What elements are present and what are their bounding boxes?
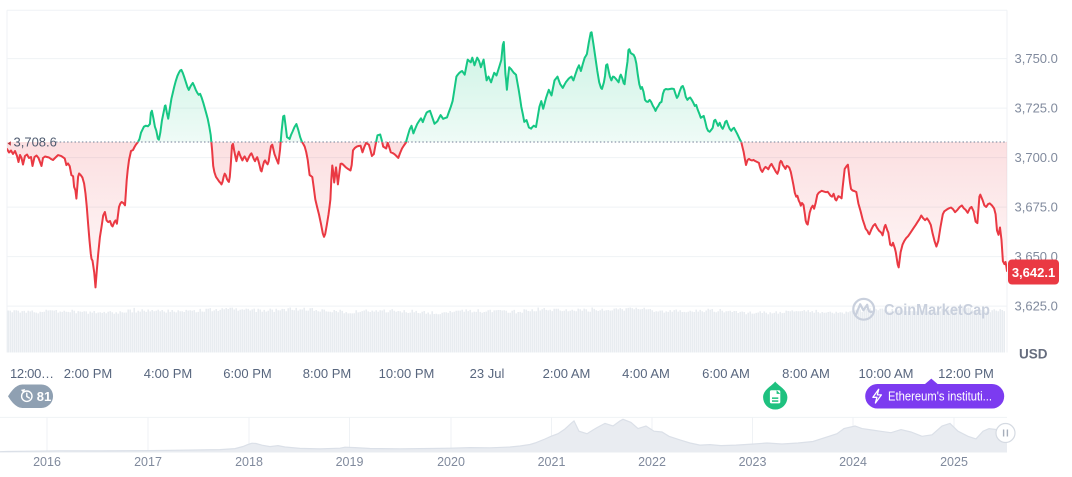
svg-text:8:00 PM: 8:00 PM (303, 366, 351, 381)
svg-text:2022: 2022 (638, 455, 666, 469)
svg-text:8:00 AM: 8:00 AM (782, 366, 830, 381)
svg-text:2025: 2025 (940, 455, 968, 469)
svg-text:CoinMarketCap: CoinMarketCap (884, 302, 990, 319)
svg-text:2019: 2019 (336, 455, 364, 469)
svg-text:2021: 2021 (538, 455, 566, 469)
svg-text:12:00…: 12:00… (10, 366, 54, 381)
svg-text:3,708.6: 3,708.6 (14, 135, 57, 150)
svg-text:USD: USD (1019, 347, 1048, 362)
svg-text:81: 81 (37, 389, 51, 404)
svg-text:6:00 AM: 6:00 AM (702, 366, 750, 381)
svg-text:2023: 2023 (739, 455, 767, 469)
svg-text:2:00 PM: 2:00 PM (64, 366, 112, 381)
svg-text:10:00 PM: 10:00 PM (379, 366, 435, 381)
svg-text:23 Jul: 23 Jul (470, 366, 505, 381)
svg-text:3,750.0: 3,750.0 (1015, 51, 1058, 66)
svg-text:3,642.1: 3,642.1 (1012, 265, 1055, 280)
svg-text:2024: 2024 (839, 455, 867, 469)
svg-text:2020: 2020 (437, 455, 465, 469)
svg-text:3,675.0: 3,675.0 (1015, 200, 1058, 215)
svg-text:2017: 2017 (134, 455, 162, 469)
svg-text:3,625.0: 3,625.0 (1015, 299, 1058, 314)
svg-text:4:00 PM: 4:00 PM (144, 366, 192, 381)
svg-text:3,725.0: 3,725.0 (1015, 101, 1058, 116)
svg-text:10:00 AM: 10:00 AM (859, 366, 914, 381)
svg-text:2016: 2016 (33, 455, 61, 469)
svg-text:6:00 PM: 6:00 PM (223, 366, 271, 381)
svg-text:3,700.0: 3,700.0 (1015, 150, 1058, 165)
svg-text:2:00 AM: 2:00 AM (543, 366, 591, 381)
svg-text:4:00 AM: 4:00 AM (622, 366, 670, 381)
svg-text:2018: 2018 (235, 455, 263, 469)
svg-text:Ethereum's instituti...: Ethereum's instituti... (888, 389, 992, 404)
svg-text:12:00 PM: 12:00 PM (938, 366, 994, 381)
